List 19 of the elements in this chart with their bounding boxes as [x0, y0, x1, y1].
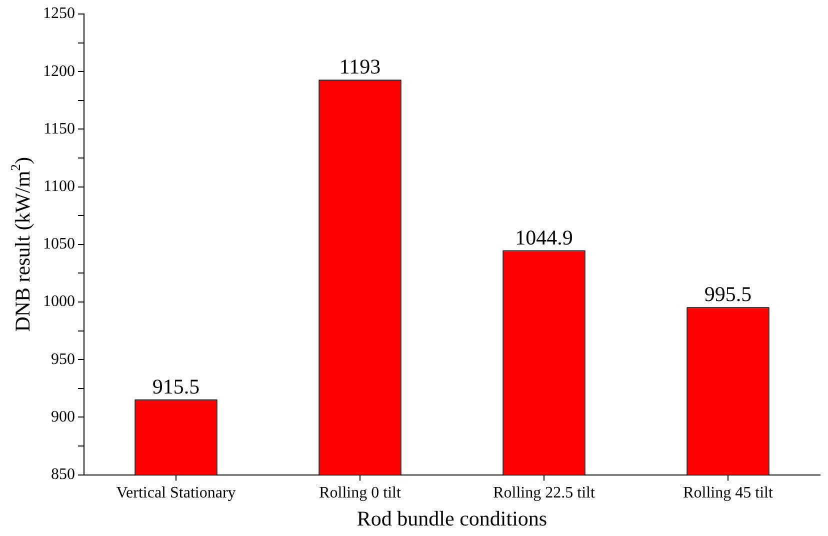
x-tick-label: Vertical Stationary	[116, 484, 236, 502]
y-tick-label: 1000	[43, 293, 75, 310]
y-tick-label: 1200	[43, 62, 75, 80]
y-tick-label: 950	[51, 350, 75, 368]
y-tick-label: 1250	[43, 5, 75, 22]
y-tick-label: 1150	[44, 120, 75, 138]
y-tick-label: 850	[51, 466, 75, 484]
y-tick-label: 1050	[43, 236, 75, 253]
y-tick-label: 1100	[44, 178, 75, 196]
data-label: 915.5	[152, 374, 200, 398]
data-label: 995.5	[704, 282, 752, 306]
y-tick-label: 900	[51, 408, 75, 426]
data-label: 1193	[339, 54, 381, 79]
data-label: 1044.9	[515, 225, 573, 250]
x-tick-label: Rolling 22.5 tilt	[493, 484, 596, 502]
y-axis-title: DNB result (kW/m2)	[8, 157, 35, 332]
x-tick-label: Rolling 45 tilt	[683, 484, 774, 502]
x-axis-title: Rod bundle conditions	[356, 506, 548, 531]
x-tick-label: Rolling 0 tilt	[319, 484, 402, 502]
